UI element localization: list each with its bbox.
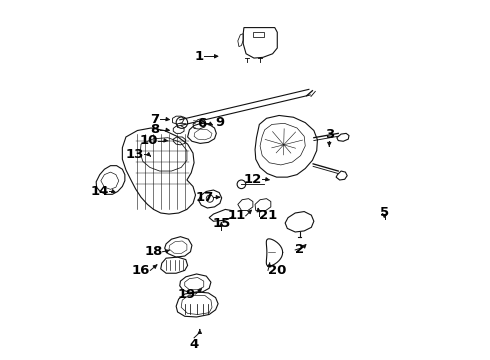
Text: 19: 19	[177, 288, 196, 301]
Text: 13: 13	[125, 148, 144, 161]
Text: 3: 3	[325, 127, 334, 140]
Text: 20: 20	[268, 264, 286, 277]
Text: 16: 16	[132, 264, 150, 277]
Text: 21: 21	[259, 210, 277, 222]
Text: 7: 7	[150, 113, 160, 126]
Text: 9: 9	[216, 116, 225, 129]
Text: 11: 11	[227, 210, 245, 222]
Text: 1: 1	[195, 50, 204, 63]
Text: 17: 17	[195, 191, 214, 204]
Text: 14: 14	[90, 185, 109, 198]
Text: 15: 15	[212, 217, 230, 230]
Text: 4: 4	[190, 338, 199, 351]
Text: 6: 6	[197, 117, 206, 130]
Text: 5: 5	[380, 206, 390, 220]
Text: 2: 2	[295, 243, 304, 256]
Text: 12: 12	[244, 173, 262, 186]
Text: 10: 10	[140, 134, 158, 147]
Text: 18: 18	[144, 245, 163, 258]
Text: 8: 8	[150, 123, 160, 136]
